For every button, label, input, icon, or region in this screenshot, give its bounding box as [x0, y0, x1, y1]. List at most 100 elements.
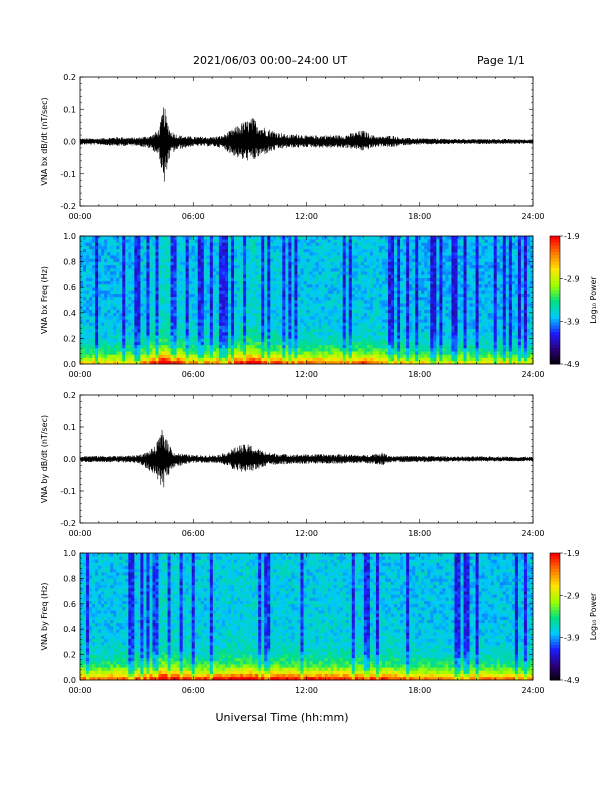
y-tick-label-3-1: 0.2: [63, 651, 76, 660]
colorbar-segment: [550, 306, 560, 310]
colorbar-segment: [550, 626, 560, 630]
colorbar-segment: [550, 566, 560, 570]
colorbar-segment: [550, 572, 560, 576]
x-axis-label: Universal Time (hh:mm): [216, 711, 349, 724]
colorbar-segment: [550, 556, 560, 560]
colorbar-segment: [550, 255, 560, 259]
colorbar-segment: [550, 310, 560, 314]
colorbar-segment: [550, 651, 560, 655]
colorbar-segment: [550, 268, 560, 272]
colorbar-tick-label-3-1: -2.9: [564, 591, 580, 600]
colorbar-segment: [550, 278, 560, 282]
colorbar-segment: [550, 348, 560, 352]
x-tick-label-3-1: 06:00: [182, 686, 205, 695]
colorbar-segment: [550, 639, 560, 643]
colorbar-segment: [550, 252, 560, 256]
x-tick-label-2-2: 12:00: [295, 529, 318, 538]
colorbar-segment: [550, 258, 560, 262]
y-tick-label-1-3: 0.6: [63, 283, 76, 292]
x-tick-label-3-3: 18:00: [408, 686, 431, 695]
y-tick-label-2-1: -0.1: [60, 487, 76, 496]
colorbar-segment: [550, 661, 560, 665]
colorbar-segment: [550, 274, 560, 278]
colorbar-segment: [550, 242, 560, 246]
colorbar-segment: [550, 262, 560, 266]
y-tick-label-3-3: 0.6: [63, 600, 76, 609]
colorbar-segment: [550, 563, 560, 567]
trace-line-by-dbdt: [80, 430, 533, 487]
y-tick-label-3-5: 1.0: [63, 549, 76, 558]
colorbar-segment: [550, 597, 560, 601]
x-tick-label-1-2: 12:00: [295, 370, 318, 379]
colorbar-segment: [550, 585, 560, 589]
colorbar-segment: [550, 294, 560, 298]
colorbar-segment: [550, 591, 560, 595]
colorbar-segment: [550, 601, 560, 605]
x-tick-label-0-0: 00:00: [68, 212, 91, 221]
colorbar-segment: [550, 575, 560, 579]
x-tick-label-1-3: 18:00: [408, 370, 431, 379]
colorbar-label-1: Log₁₀ Power: [589, 276, 598, 324]
colorbar-segment: [550, 284, 560, 288]
x-tick-label-0-2: 12:00: [295, 212, 318, 221]
colorbar-segment: [550, 249, 560, 253]
colorbar-segment: [550, 578, 560, 582]
colorbar-segment: [550, 335, 560, 339]
colorbar-segment: [550, 271, 560, 275]
colorbar-segment: [550, 667, 560, 671]
colorbar-segment: [550, 351, 560, 355]
colorbar-segment: [550, 617, 560, 621]
y-axis-label-1: VNA bx Freq (Hz): [40, 266, 49, 334]
colorbar-segment: [550, 297, 560, 301]
colorbar-segment: [550, 658, 560, 662]
colorbar-segment: [550, 623, 560, 627]
colorbar-tick-label-3-0: -1.9: [564, 549, 580, 558]
colorbar-segment: [550, 610, 560, 614]
colorbar-segment: [550, 303, 560, 307]
colorbar-segment: [550, 670, 560, 674]
colorbar-segment: [550, 246, 560, 250]
colorbar-segment: [550, 636, 560, 640]
colorbar-segment: [550, 322, 560, 326]
colorbar-segment: [550, 338, 560, 342]
y-tick-label-2-3: 0.1: [63, 423, 76, 432]
colorbar-segment: [550, 239, 560, 243]
x-tick-label-1-1: 06:00: [182, 370, 205, 379]
colorbar-segment: [550, 604, 560, 608]
y-axis-label-0: VNA bx dB/dt (nT/sec): [40, 97, 49, 185]
y-axis-label-2: VNA by dB/dt (nT/sec): [40, 415, 49, 503]
colorbar-segment: [550, 559, 560, 563]
x-tick-label-3-0: 00:00: [68, 686, 91, 695]
colorbar-segment: [550, 290, 560, 294]
colorbar-segment: [550, 642, 560, 646]
y-tick-label-0-3: 0.1: [63, 105, 76, 114]
x-tick-label-2-4: 24:00: [521, 529, 544, 538]
colorbar-segment: [550, 236, 560, 240]
colorbar-tick-label-1-1: -2.9: [564, 275, 580, 284]
colorbar-segment: [550, 607, 560, 611]
colorbar-tick-label-3-2: -3.9: [564, 634, 580, 643]
colorbar-segment: [550, 358, 560, 362]
colorbar-segment: [550, 313, 560, 317]
y-tick-label-0-1: -0.1: [60, 170, 76, 179]
x-tick-label-1-0: 00:00: [68, 370, 91, 379]
colorbar-segment: [550, 632, 560, 636]
colorbar-segment: [550, 287, 560, 291]
colorbar-segment: [550, 553, 560, 557]
colorbar-segment: [550, 674, 560, 678]
y-tick-label-1-2: 0.4: [63, 309, 76, 318]
y-tick-label-1-5: 1.0: [63, 232, 76, 241]
x-tick-label-0-4: 24:00: [521, 212, 544, 221]
colorbar-segment: [550, 319, 560, 323]
x-tick-label-2-1: 06:00: [182, 529, 205, 538]
colorbar-tick-label-3-3: -4.9: [564, 676, 580, 685]
y-tick-label-3-2: 0.4: [63, 625, 76, 634]
colorbar-label-3: Log₁₀ Power: [589, 592, 598, 640]
colorbar-segment: [550, 281, 560, 285]
x-tick-label-2-3: 18:00: [408, 529, 431, 538]
y-tick-label-2-2: 0.0: [63, 455, 76, 464]
y-tick-label-1-4: 0.8: [63, 258, 76, 267]
colorbar-segment: [550, 664, 560, 668]
